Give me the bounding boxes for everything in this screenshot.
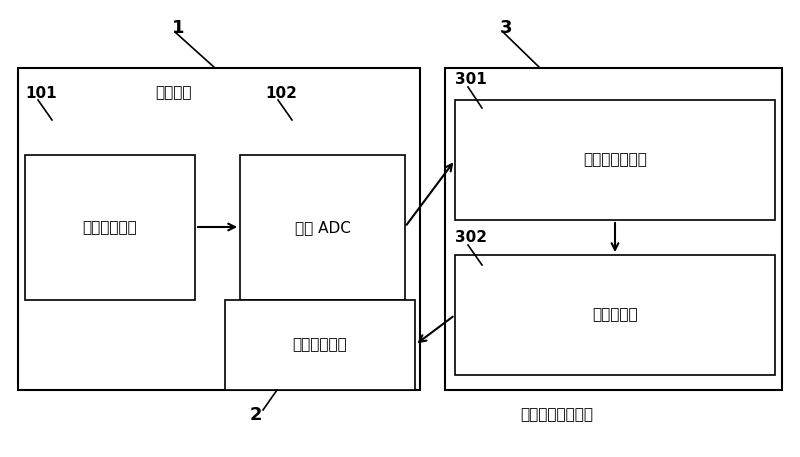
Text: 高速 ADC: 高速 ADC <box>294 220 350 235</box>
Bar <box>240 155 405 300</box>
Bar <box>225 300 415 390</box>
Bar <box>455 100 775 220</box>
Text: 通道带宽补偿装置: 通道带宽补偿装置 <box>520 408 593 423</box>
Text: 显示处理系统: 显示处理系统 <box>293 338 347 352</box>
Text: 301: 301 <box>455 73 486 87</box>
Text: 3: 3 <box>500 19 513 37</box>
Bar <box>18 68 420 390</box>
Text: 通道补偿滤波器: 通道补偿滤波器 <box>583 153 647 168</box>
Bar <box>25 155 195 300</box>
Text: 302: 302 <box>455 230 487 245</box>
Text: 低通滤波器: 低通滤波器 <box>592 308 638 323</box>
Text: 2: 2 <box>250 406 262 424</box>
Text: 101: 101 <box>25 85 57 101</box>
Bar <box>455 255 775 375</box>
Bar <box>445 68 782 390</box>
Text: 输入通道前端: 输入通道前端 <box>82 220 138 235</box>
Text: 102: 102 <box>265 85 297 101</box>
Text: 1: 1 <box>172 19 185 37</box>
Text: 输入通道: 输入通道 <box>155 85 191 101</box>
